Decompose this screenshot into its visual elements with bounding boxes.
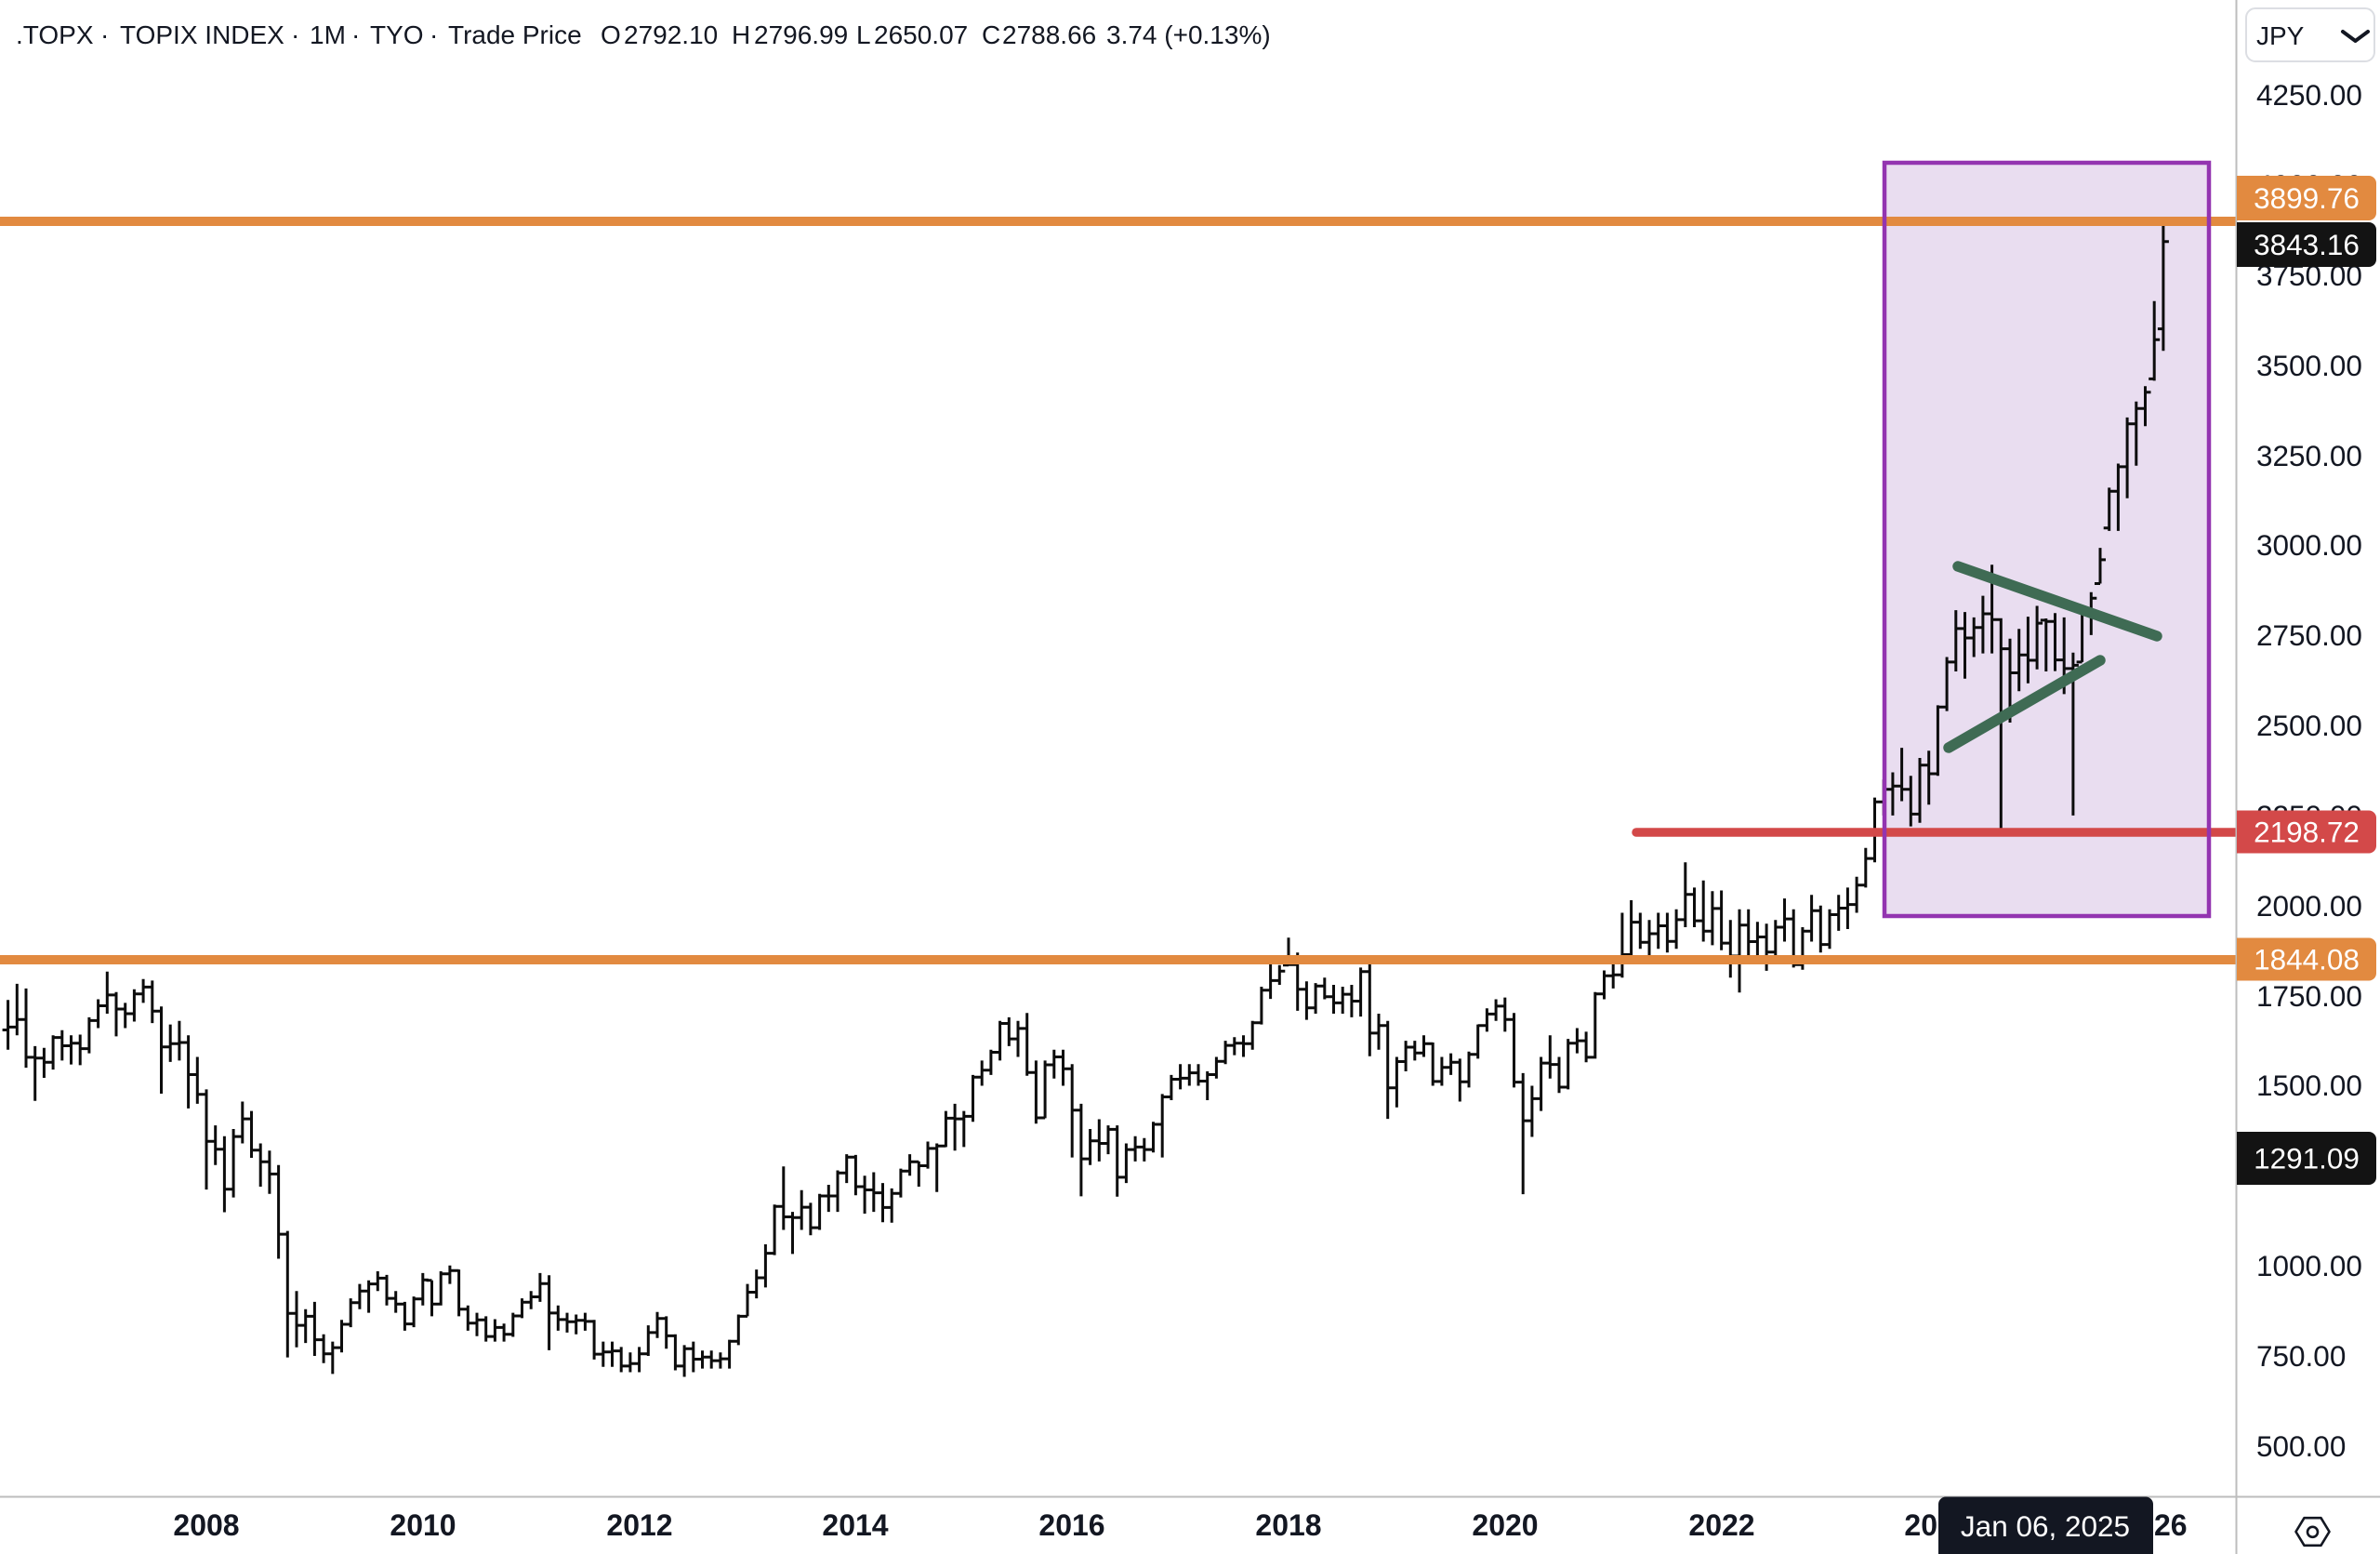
svg-text:4250.00: 4250.00 [2256, 78, 2362, 112]
svg-text:O: O [601, 20, 621, 49]
svg-text:1M: 1M [310, 20, 346, 49]
svg-text:2012: 2012 [606, 1508, 672, 1542]
svg-text:2000.00: 2000.00 [2256, 889, 2362, 923]
svg-text:3843.16: 3843.16 [2254, 228, 2360, 261]
svg-text:2020: 2020 [1472, 1508, 1538, 1542]
svg-text:500.00: 500.00 [2256, 1429, 2346, 1463]
svg-text:L: L [856, 20, 871, 49]
svg-text:2008: 2008 [173, 1508, 239, 1542]
svg-text:1844.08: 1844.08 [2254, 943, 2360, 976]
svg-text:2022: 2022 [1688, 1508, 1754, 1542]
svg-text:1750.00: 1750.00 [2256, 979, 2362, 1013]
svg-text:TOPIX INDEX: TOPIX INDEX [120, 20, 284, 49]
svg-text:JPY: JPY [2256, 21, 2305, 50]
svg-text:2010: 2010 [390, 1508, 456, 1542]
svg-text:2788.66: 2788.66 [1002, 20, 1096, 49]
svg-text:3899.76: 3899.76 [2254, 181, 2360, 215]
svg-text:1500.00: 1500.00 [2256, 1069, 2362, 1102]
svg-text:2750.00: 2750.00 [2256, 618, 2362, 652]
svg-text:·: · [291, 20, 299, 49]
svg-text:2016: 2016 [1038, 1508, 1104, 1542]
svg-text:C: C [982, 20, 1000, 49]
svg-text:TYO: TYO [370, 20, 424, 49]
svg-text:750.00: 750.00 [2256, 1339, 2346, 1373]
svg-text:3250.00: 3250.00 [2256, 439, 2362, 472]
svg-text:2018: 2018 [1255, 1508, 1321, 1542]
svg-text:Trade Price: Trade Price [448, 20, 582, 49]
svg-text:1291.09: 1291.09 [2254, 1142, 2360, 1175]
svg-text:2796.99: 2796.99 [754, 20, 848, 49]
svg-text:·: · [351, 20, 360, 49]
svg-text:2792.10: 2792.10 [624, 20, 718, 49]
svg-text:.TOPX: .TOPX [16, 20, 94, 49]
svg-text:3500.00: 3500.00 [2256, 349, 2362, 382]
svg-text:·: · [100, 20, 109, 49]
svg-text:Jan 06, 2025: Jan 06, 2025 [1961, 1509, 2130, 1543]
svg-text:·: · [430, 20, 438, 49]
svg-text:3.74 (+0.13%): 3.74 (+0.13%) [1106, 20, 1271, 49]
svg-text:2500.00: 2500.00 [2256, 709, 2362, 742]
svg-text:1000.00: 1000.00 [2256, 1249, 2362, 1282]
svg-text:H: H [732, 20, 750, 49]
svg-text:2014: 2014 [822, 1508, 888, 1542]
svg-text:2650.07: 2650.07 [874, 20, 968, 49]
svg-text:2198.72: 2198.72 [2254, 816, 2360, 849]
svg-text:3000.00: 3000.00 [2256, 528, 2362, 562]
